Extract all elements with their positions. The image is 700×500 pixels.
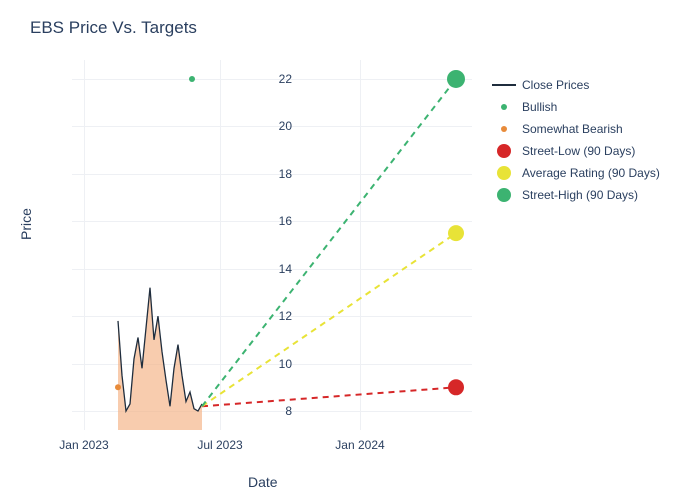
legend-item-somewhat_bearish[interactable]: Somewhat Bearish <box>490 119 660 138</box>
close-prices-area <box>118 288 202 430</box>
average_rating-marker <box>448 225 464 241</box>
legend-swatch <box>490 99 518 115</box>
average_rating-line <box>202 233 456 406</box>
legend-swatch <box>490 187 518 203</box>
legend-label: Street-Low (90 Days) <box>522 144 635 158</box>
y-axis-label: Price <box>18 208 34 240</box>
legend-label: Street-High (90 Days) <box>522 188 638 202</box>
legend-swatch <box>490 143 518 159</box>
legend-item-average_rating[interactable]: Average Rating (90 Days) <box>490 163 660 182</box>
chart-title: EBS Price Vs. Targets <box>30 18 197 38</box>
somewhat_bearish-marker <box>115 384 121 390</box>
street_high-line <box>202 79 456 406</box>
legend-item-bullish[interactable]: Bullish <box>490 97 660 116</box>
legend-swatch <box>490 165 518 181</box>
legend-swatch <box>490 121 518 137</box>
x-tick-label: Jan 2023 <box>59 438 108 452</box>
street_high-marker <box>447 70 465 88</box>
legend-label: Bullish <box>522 100 557 114</box>
bullish-marker <box>189 76 195 82</box>
chart-container: EBS Price Vs. Targets Price Date 8101214… <box>0 0 700 500</box>
legend-label: Average Rating (90 Days) <box>522 166 660 180</box>
street_low-line <box>202 387 456 406</box>
street_low-marker <box>448 379 464 395</box>
legend-item-close_prices[interactable]: Close Prices <box>490 75 660 94</box>
legend-item-street_high[interactable]: Street-High (90 Days) <box>490 185 660 204</box>
x-tick-label: Jan 2024 <box>335 438 384 452</box>
legend-item-street_low[interactable]: Street-Low (90 Days) <box>490 141 660 160</box>
x-tick-label: Jul 2023 <box>197 438 242 452</box>
legend-label: Somewhat Bearish <box>522 122 623 136</box>
legend-swatch <box>490 77 518 93</box>
legend-label: Close Prices <box>522 78 589 92</box>
x-axis-label: Date <box>248 474 278 490</box>
plot-svg <box>72 60 472 430</box>
legend: Close Prices Bullish Somewhat Bearish Stree… <box>490 75 660 207</box>
